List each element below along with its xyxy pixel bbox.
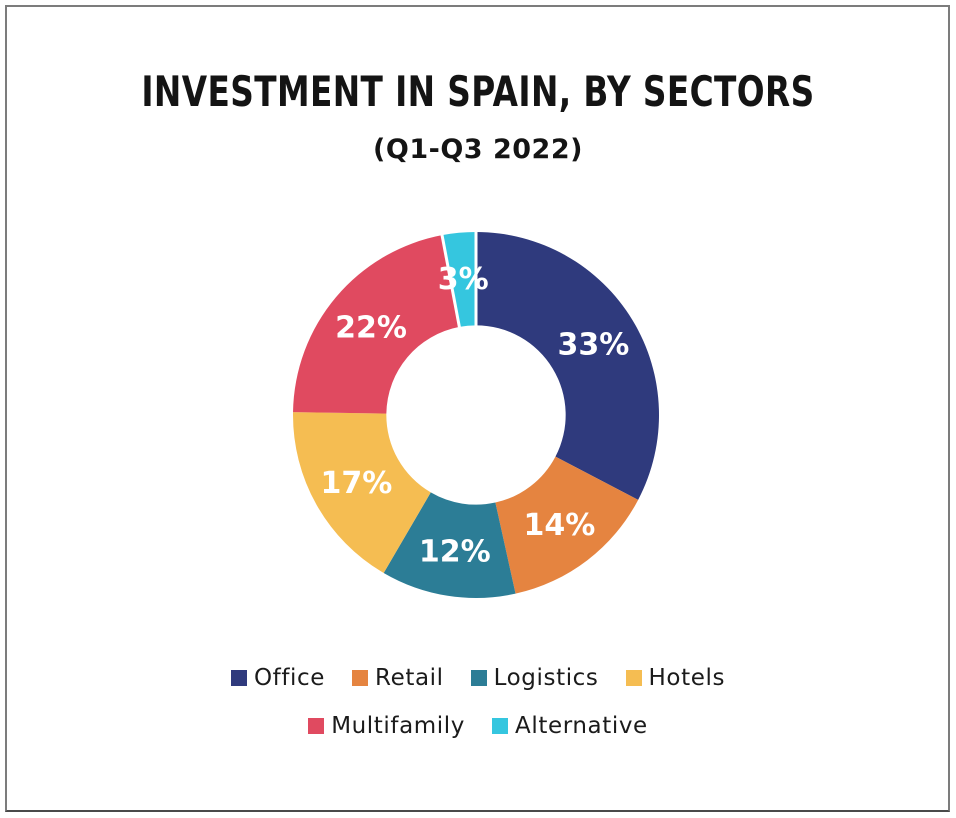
chart-title: INVESTMENT IN SPAIN, BY SECTORS — [141, 67, 815, 116]
legend-item-office: Office — [230, 663, 326, 693]
donut-slice-hotels — [293, 412, 431, 574]
legend-item-alternative: Alternative — [492, 711, 648, 741]
legend-row: Office Retail Logistics Hotels — [230, 663, 726, 693]
legend-label: Retail — [375, 665, 444, 691]
donut-slice-retail — [495, 456, 639, 594]
legend-label: Alternative — [515, 713, 648, 739]
legend-label: Multifamily — [331, 713, 465, 739]
legend-item-logistics: Logistics — [470, 663, 599, 693]
chart-subtitle: (Q1-Q3 2022) — [373, 134, 583, 165]
slice-label-logistics: 12% — [419, 534, 491, 569]
legend-swatch-icon — [352, 670, 369, 686]
legend-swatch-icon — [470, 670, 487, 686]
legend-item-hotels: Hotels — [625, 663, 726, 693]
donut-slice-logistics — [383, 492, 516, 598]
legend-swatch-icon — [230, 670, 247, 686]
donut-slice-office — [476, 232, 659, 500]
legend-label: Hotels — [648, 665, 726, 691]
donut-slice-alternative — [442, 232, 476, 327]
legend-row: Multifamily Alternative — [308, 711, 648, 741]
legend-swatch-icon — [625, 670, 642, 686]
slice-label-retail: 14% — [524, 508, 596, 543]
legend-swatch-icon — [492, 718, 508, 734]
chart-legend: Office Retail Logistics Hotels Multifamily Al… — [0, 663, 956, 741]
legend-item-retail: Retail — [352, 663, 444, 693]
slice-label-hotels: 17% — [321, 466, 393, 501]
slice-label-alternative: 3% — [438, 262, 489, 297]
legend-label: Logistics — [493, 665, 599, 691]
slice-separator — [440, 233, 462, 329]
donut-chart: 33% 14% 12% 17% 22% 3% — [293, 231, 659, 598]
legend-swatch-icon — [308, 718, 325, 734]
chart-frame-border — [5, 5, 950, 812]
slice-label-office: 33% — [558, 328, 630, 363]
slice-label-multifamily: 22% — [335, 310, 407, 345]
legend-item-multifamily: Multifamily — [308, 711, 465, 741]
legend-label: Office — [253, 665, 326, 691]
donut-slice-multifamily — [293, 235, 460, 414]
